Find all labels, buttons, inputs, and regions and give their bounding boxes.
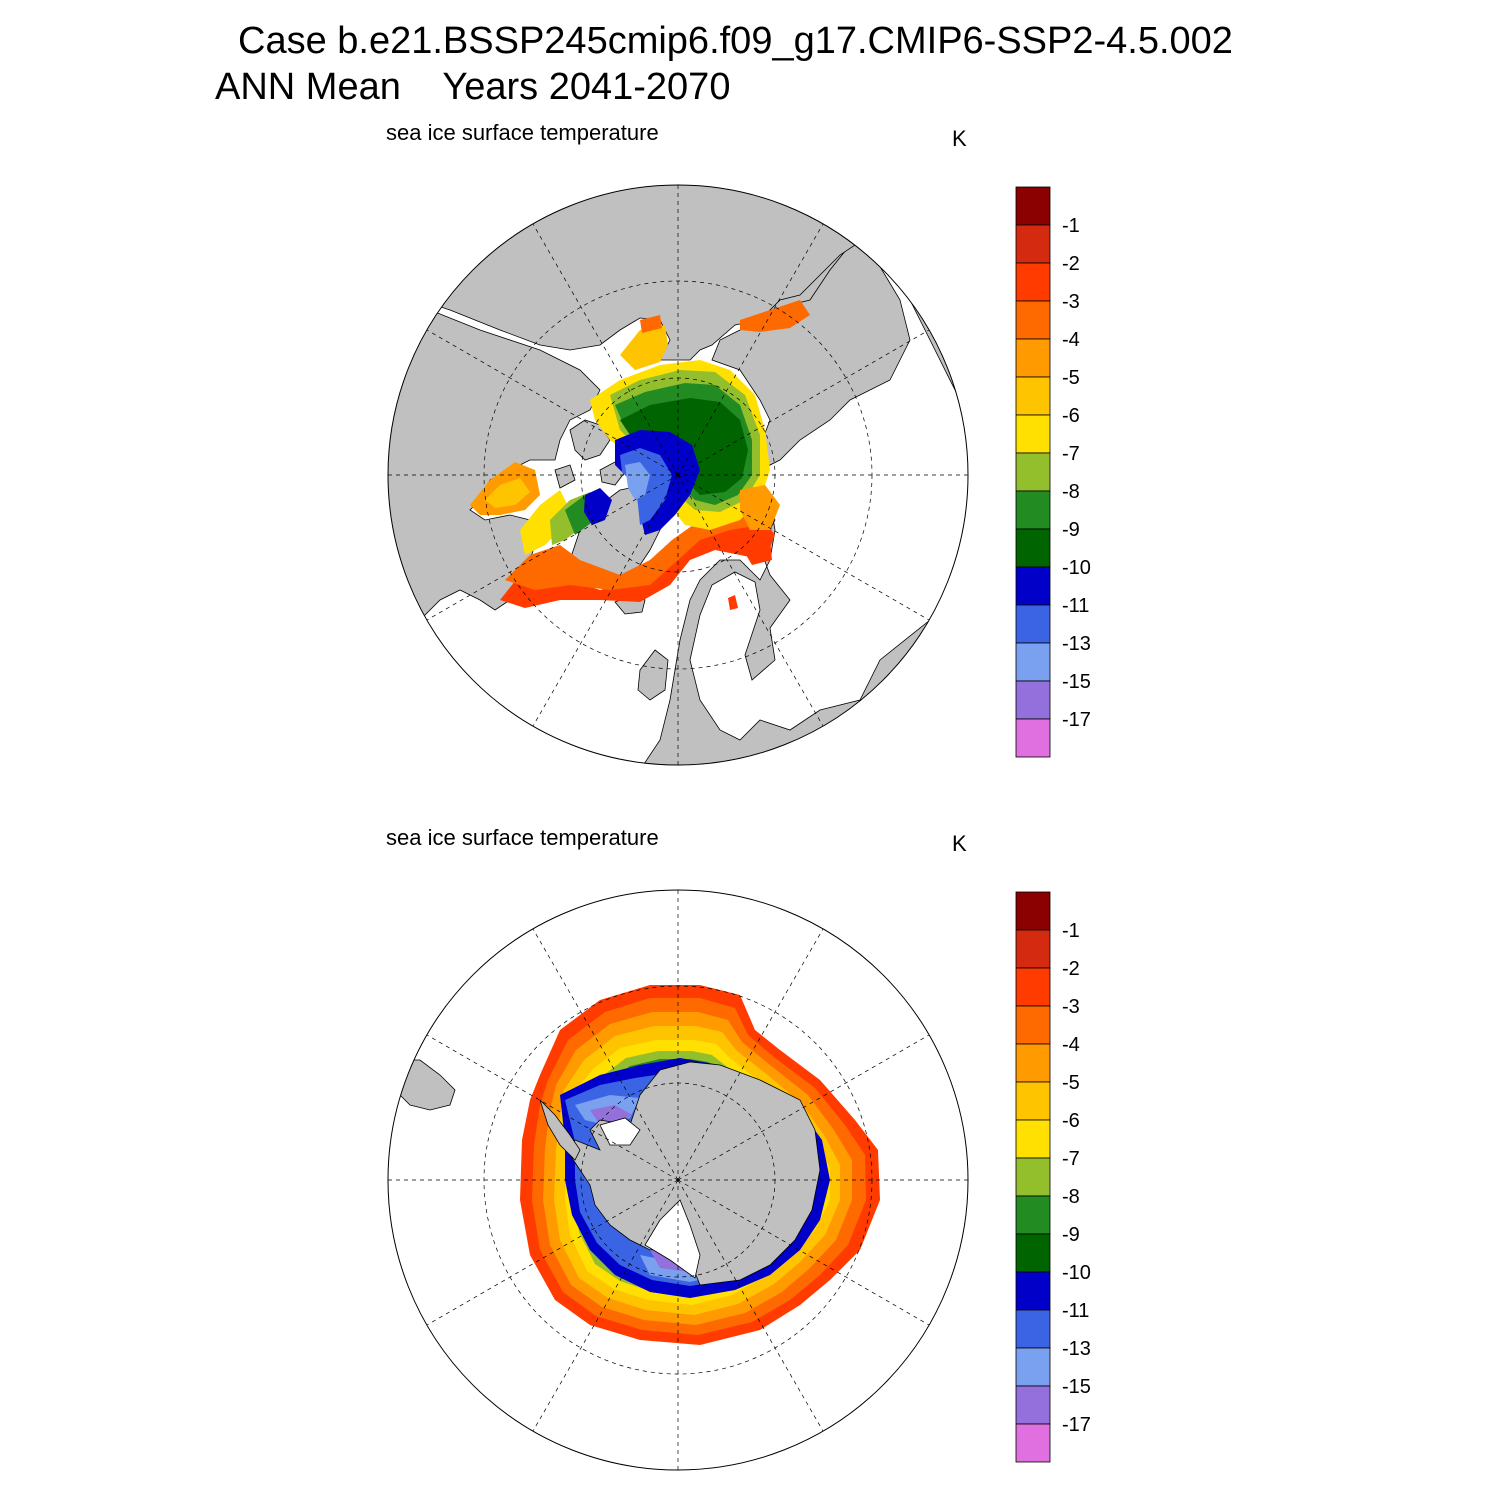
- south-colorbar-label: -3: [1062, 996, 1080, 1018]
- north-colorbar-label: -9: [1062, 519, 1080, 541]
- south-variable-label: sea ice surface temperature: [386, 825, 659, 850]
- south-colorbar-swatch: [1015, 891, 1051, 931]
- north-colorbar-label: -6: [1062, 405, 1080, 427]
- north-colorbar-label: -5: [1062, 367, 1080, 389]
- south-graticule: [388, 890, 968, 1470]
- south-ice-shelf-ross: [644, 1199, 701, 1279]
- north-land-north-america: [388, 299, 601, 641]
- north-colorbar-label: -1: [1062, 215, 1080, 237]
- north-variable-label: sea ice surface temperature: [386, 120, 659, 145]
- south-units-label: K: [952, 831, 967, 856]
- north-colorbar-label: -8: [1062, 481, 1080, 503]
- south-colorbar-label: -5: [1062, 1072, 1080, 1094]
- north-colorbar-swatch: [1015, 718, 1051, 758]
- south-colorbar-swatch: [1015, 1347, 1051, 1387]
- south-colorbar: -1 -2 -3 -4 -5 -6 -7 -8 -9 -10 -11 -13 -15 -17: [1015, 891, 1091, 1463]
- south-colorbar-label: -11: [1062, 1300, 1089, 1322]
- north-colorbar-swatch: [1015, 376, 1051, 416]
- period-title: ANN Mean Years 2041-2070: [215, 66, 731, 108]
- south-colorbar-swatch: [1015, 1195, 1051, 1235]
- north-colorbar-label: -11: [1062, 595, 1089, 617]
- south-colorbar-swatch: [1015, 1385, 1051, 1425]
- north-colorbar-swatch: [1015, 300, 1051, 340]
- south-land-antarctic-peninsula: [539, 1099, 581, 1161]
- north-colorbar-label: -13: [1062, 633, 1091, 655]
- south-colorbar-label: -9: [1062, 1224, 1080, 1246]
- south-colorbar-label: -17: [1062, 1414, 1091, 1436]
- north-map-border: [387, 184, 969, 766]
- north-colorbar-swatch: [1015, 224, 1051, 264]
- south-colorbar-swatch: [1015, 1081, 1051, 1121]
- north-colorbar-label: -15: [1062, 671, 1091, 693]
- north-land-british-isles: [637, 649, 669, 701]
- north-colorbar-label: -4: [1062, 329, 1080, 351]
- south-colorbar-swatch: [1015, 1043, 1051, 1083]
- north-colorbar-label: -7: [1062, 443, 1080, 465]
- north-colorbar-swatch: [1015, 642, 1051, 682]
- south-colorbar-label: -7: [1062, 1148, 1080, 1170]
- north-colorbar-swatch: [1015, 604, 1051, 644]
- south-colorbar-label: -4: [1062, 1034, 1080, 1056]
- north-colorbar-swatch: [1015, 262, 1051, 302]
- south-colorbar-swatch: [1015, 1309, 1051, 1349]
- north-colorbar-swatch: [1015, 680, 1051, 720]
- south-colorbar-label: -2: [1062, 958, 1080, 980]
- north-colorbar-swatch: [1015, 414, 1051, 454]
- south-map-border: [387, 889, 969, 1471]
- south-colorbar-swatch: [1015, 1157, 1051, 1197]
- south-colorbar-swatch: [1015, 1005, 1051, 1045]
- north-colorbar-label: -17: [1062, 709, 1091, 731]
- north-colorbar-swatch: [1015, 566, 1051, 606]
- case-title: Case b.e21.BSSP245cmip6.f09_g17.CMIP6-SS…: [238, 20, 1233, 62]
- south-colorbar-swatch: [1015, 1423, 1051, 1463]
- south-colorbar-label: -15: [1062, 1376, 1091, 1398]
- north-graticule: [388, 185, 968, 765]
- north-land-canadian-islands: [554, 419, 626, 489]
- south-colorbar-label: -13: [1062, 1338, 1091, 1360]
- north-sea-ice-field: [470, 300, 810, 610]
- south-polar-map: [387, 889, 969, 1471]
- south-colorbar-swatch: [1015, 1233, 1051, 1273]
- north-colorbar-swatch: [1015, 490, 1051, 530]
- north-colorbar-swatch: [1015, 528, 1051, 568]
- north-colorbar-swatch: [1015, 186, 1051, 226]
- south-colorbar-label: -8: [1062, 1186, 1080, 1208]
- north-land-eurasia: [639, 199, 968, 765]
- north-colorbar-swatch: [1015, 452, 1051, 492]
- south-colorbar-swatch: [1015, 929, 1051, 969]
- south-colorbar-swatch: [1015, 1271, 1051, 1311]
- south-colorbar-label: -1: [1062, 920, 1080, 942]
- south-colorbar-label: -10: [1062, 1262, 1091, 1284]
- north-colorbar-swatch: [1015, 338, 1051, 378]
- south-colorbar-swatch: [1015, 1119, 1051, 1159]
- south-land-antarctica: [569, 1061, 821, 1286]
- north-colorbar-label: -3: [1062, 291, 1080, 313]
- north-colorbar-label: -10: [1062, 557, 1091, 579]
- north-colorbar: -1 -2 -3 -4 -5 -6 -7 -8 -9 -10 -11 -13 -15 -17: [1015, 186, 1091, 758]
- north-units-label: K: [952, 126, 967, 151]
- south-colorbar-label: -6: [1062, 1110, 1080, 1132]
- south-colorbar-swatch: [1015, 967, 1051, 1007]
- north-polar-map: [387, 184, 969, 766]
- south-ice-shelf-weddell: [599, 1117, 641, 1146]
- north-colorbar-label: -2: [1062, 253, 1080, 275]
